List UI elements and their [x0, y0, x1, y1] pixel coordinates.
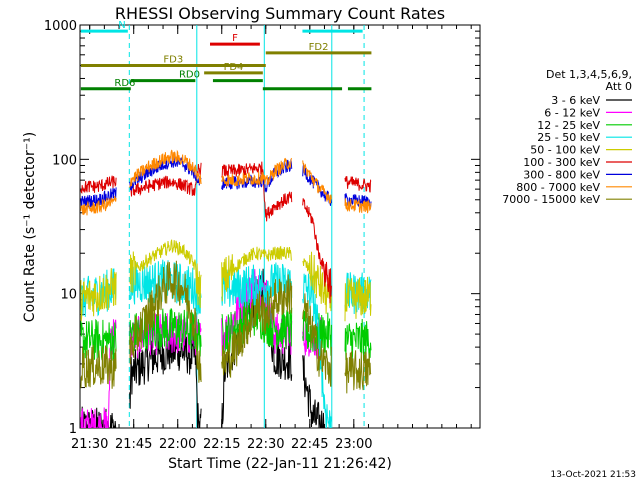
legend-header: Att 0 [606, 80, 632, 93]
series-line [80, 149, 372, 216]
y-tick-label: 1 [69, 422, 77, 437]
series-line [80, 161, 372, 304]
y-tick-label: 1000 [44, 19, 77, 34]
y-tick-label: 10 [60, 288, 77, 303]
plot-area: 21:30 21:45 22:00 22:15 22:30 22:45 23:00 1 10 10… [44, 19, 481, 452]
legend-header: Det 1,3,4,5,6,9, [546, 68, 632, 81]
legend-entry-label: 300 - 800 keV [523, 168, 600, 181]
legend-entry-label: 100 - 300 keV [523, 156, 600, 169]
flag-label: RD6 [114, 78, 135, 89]
y-tick-label: 100 [52, 153, 77, 168]
y-axis-label: Count Rate (s⁻¹ detector⁻¹) [22, 132, 38, 322]
flag-label: N [118, 20, 125, 31]
legend-entry-label: 25 - 50 keV [537, 131, 600, 144]
flag-label: FD4 [224, 62, 244, 73]
flag-label: FD2 [309, 42, 329, 53]
chart-title: RHESSI Observing Summary Count Rates [115, 4, 445, 23]
legend-entry-label: 50 - 100 keV [530, 144, 600, 157]
legend-entry-label: 12 - 25 keV [537, 119, 600, 132]
flag-label: F [232, 33, 238, 44]
x-tick-label: 22:45 [291, 437, 328, 452]
flag-label: RD0 [179, 70, 200, 81]
flag-label: FD3 [163, 54, 183, 65]
legend-entry-label: 6 - 12 keV [544, 106, 600, 119]
series-line [80, 268, 325, 428]
legend-entry-label: 7000 - 15000 keV [502, 193, 600, 206]
x-tick-label: 22:30 [247, 437, 284, 452]
date-stamp: 13-Oct-2021 21:53 [551, 470, 636, 480]
x-tick-label: 21:30 [71, 437, 108, 452]
series-line [80, 260, 372, 394]
x-tick-label: 22:15 [203, 437, 240, 452]
legend-entry-label: 3 - 6 keV [551, 94, 600, 107]
x-tick-label: 23:00 [335, 437, 372, 452]
x-axis-label: Start Time (22-Jan-11 21:26:42) [168, 456, 392, 472]
legend-entry-label: 800 - 7000 keV [516, 181, 600, 194]
x-tick-label: 21:45 [115, 437, 152, 452]
series-line [80, 239, 372, 322]
x-tick-label: 22:00 [159, 437, 196, 452]
